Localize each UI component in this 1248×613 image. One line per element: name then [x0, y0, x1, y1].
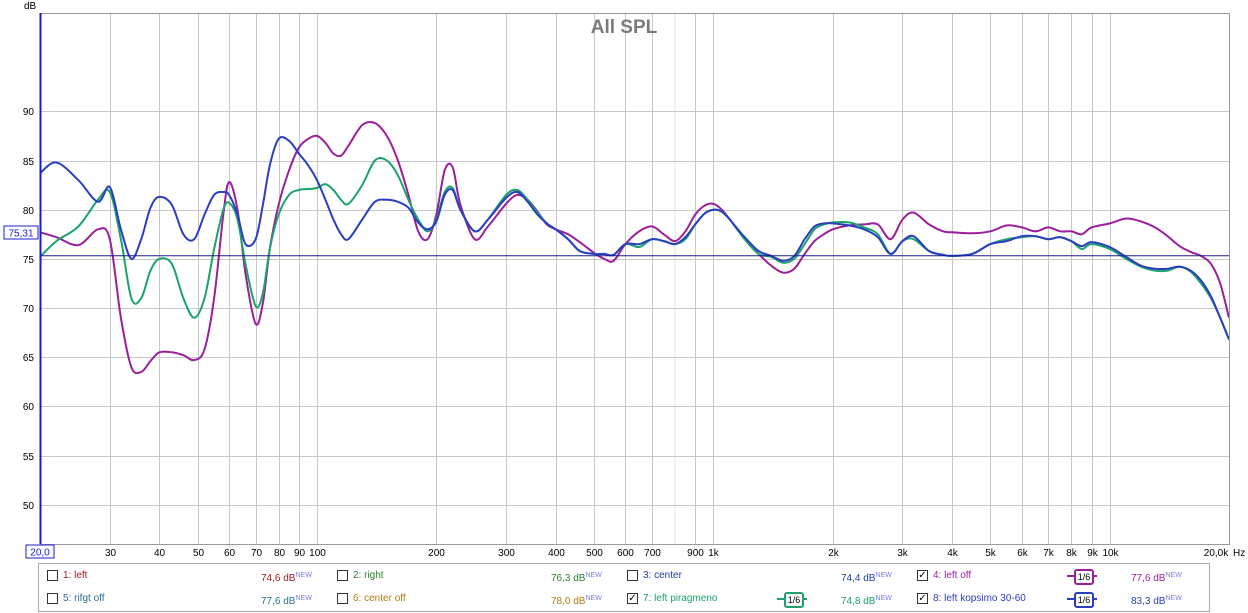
legend-label[interactable]: 2: right: [353, 570, 384, 581]
legend-checkbox[interactable]: ✓: [917, 593, 928, 604]
x-tick-label: 3k: [897, 548, 909, 559]
legend-checkbox[interactable]: ✓: [917, 570, 928, 581]
legend-value-text: 77,6 dB: [1131, 573, 1166, 584]
reference-level-readout[interactable]: 75,31: [3, 225, 39, 240]
y-tick-label: 65: [23, 353, 35, 364]
y-tick-label: 85: [23, 157, 35, 168]
x-tick-label: 9k: [1087, 548, 1099, 559]
legend-value: 74,6 dBNEW: [261, 570, 312, 585]
x-tick-label: 60: [224, 548, 236, 559]
legend-value: 74,8 dBNEW: [841, 593, 892, 608]
legend-value-text: 74,8 dB: [841, 596, 876, 607]
legend-value: 78,0 dBNEW: [551, 593, 602, 608]
smoothing-label: 1/6: [1074, 569, 1094, 585]
x-axis-label: Hz: [1233, 548, 1245, 559]
legend-value-tag: NEW: [1165, 595, 1182, 602]
x-tick-label: 90: [294, 548, 306, 559]
smoothing-badge[interactable]: 1/6: [777, 592, 807, 608]
x-start-readout[interactable]: 20,0: [25, 544, 55, 559]
y-tick-label: 50: [23, 501, 35, 512]
chart-title: All SPL: [591, 17, 658, 38]
legend-label[interactable]: 3: center: [643, 570, 682, 581]
legend-value: 77,6 dBNEW: [261, 593, 312, 608]
legend-value: 74,4 dBNEW: [841, 570, 892, 585]
legend-value-text: 83,3 dB: [1131, 596, 1166, 607]
y-tick-label: 60: [23, 402, 35, 413]
x-tick-label: 30: [105, 548, 117, 559]
smoothing-badge[interactable]: 1/6: [1067, 569, 1097, 585]
reference-level-label: 75,31: [8, 229, 33, 240]
legend-value-tag: NEW: [295, 572, 312, 579]
legend-checkbox[interactable]: [47, 593, 58, 604]
legend-label[interactable]: 8: left kopsimo 30-60: [933, 593, 1026, 604]
legend-value: 76,3 dBNEW: [551, 570, 602, 585]
x-tick-label: 2k: [828, 548, 840, 559]
x-tick-label: 500: [586, 548, 603, 559]
x-start-label: 20,0: [30, 548, 50, 559]
legend-value-text: 74,4 dB: [841, 573, 876, 584]
y-tick-label: 70: [23, 304, 35, 315]
legend-value-tag: NEW: [875, 595, 892, 602]
legend-value-text: 74,6 dB: [261, 573, 296, 584]
legend-label[interactable]: 1: left: [63, 570, 88, 581]
x-tick-label: 6k: [1017, 548, 1029, 559]
legend-label[interactable]: 7: left piragmeno: [643, 593, 718, 604]
x-tick-label: 5k: [985, 548, 997, 559]
legend-value-text: 78,0 dB: [551, 596, 586, 607]
legend-value-tag: NEW: [295, 595, 312, 602]
y-tick-label: 75: [23, 255, 35, 266]
x-tick-label: 80: [274, 548, 286, 559]
x-tick-label: 7k: [1043, 548, 1055, 559]
x-tick-label: 100: [309, 548, 326, 559]
x-tick-label: 200: [428, 548, 445, 559]
x-tick-label: 300: [498, 548, 515, 559]
x-tick-label: 900: [687, 548, 704, 559]
x-tick-label: 10k: [1102, 548, 1119, 559]
legend-label[interactable]: 4: left off: [933, 570, 972, 581]
legend-value-tag: NEW: [585, 572, 602, 579]
x-tick-label: 600: [617, 548, 634, 559]
x-tick-label: 400: [548, 548, 565, 559]
legend-value: 77,6 dBNEW: [1131, 570, 1182, 585]
x-tick-label: 8k: [1066, 548, 1078, 559]
series-line-1: [39, 120, 1230, 375]
legend-value: 83,3 dBNEW: [1131, 593, 1182, 608]
y-axis-label: dB: [24, 1, 37, 12]
legend-checkbox[interactable]: [47, 570, 58, 581]
legend-value-tag: NEW: [875, 572, 892, 579]
x-tick-label: 1k: [708, 548, 720, 559]
x-tick-label: 700: [644, 548, 661, 559]
x-tick-label: 70: [251, 548, 263, 559]
legend-label[interactable]: 5: rifgt off: [63, 593, 105, 604]
legend-value-tag: NEW: [1165, 572, 1182, 579]
legend-panel: 1: left 74,6 dBNEW 2: right 76,3 dBNEW 3: ce…: [38, 563, 1210, 612]
spl-chart: 30 40 50 60 70 80 90 100 200 300 400 500 600 700 900 1k…: [3, 1, 1246, 559]
legend-checkbox[interactable]: [627, 570, 638, 581]
series-line-3: [39, 136, 1230, 340]
x-tick-label: 50: [193, 548, 205, 559]
x-end-label: 20,0k: [1204, 548, 1229, 559]
legend-checkbox[interactable]: [337, 593, 348, 604]
legend-label[interactable]: 6: center off: [353, 593, 406, 604]
legend-checkbox[interactable]: [337, 570, 348, 581]
smoothing-badge[interactable]: 1/6: [1067, 592, 1097, 608]
y-tick-label: 55: [23, 452, 35, 463]
y-tick-label: 80: [23, 206, 35, 217]
legend-checkbox[interactable]: ✓: [627, 593, 638, 604]
smoothing-label: 1/6: [1074, 592, 1094, 608]
legend-value-text: 77,6 dB: [261, 596, 296, 607]
smoothing-label: 1/6: [784, 592, 804, 608]
legend-value-text: 76,3 dB: [551, 573, 586, 584]
x-tick-label: 4k: [947, 548, 959, 559]
x-tick-label: 40: [154, 548, 166, 559]
legend-value-tag: NEW: [585, 595, 602, 602]
y-tick-label: 90: [23, 107, 35, 118]
